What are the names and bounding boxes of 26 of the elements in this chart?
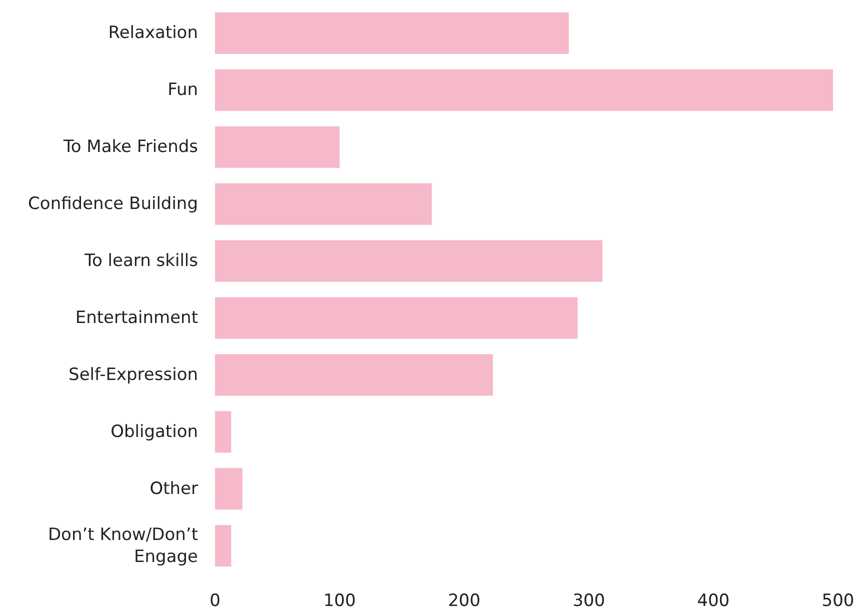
y-tick-label: Entertainment — [75, 308, 198, 328]
x-tick-label: 0 — [210, 591, 220, 608]
bar — [215, 354, 493, 396]
y-tick-label: Other — [150, 478, 198, 499]
x-tick-label: 400 — [697, 591, 730, 608]
x-tick-label: 500 — [822, 591, 854, 608]
bar — [215, 297, 578, 339]
x-tick-label: 100 — [323, 591, 356, 608]
y-tick-label: Relaxation — [108, 23, 198, 44]
bar — [215, 69, 834, 111]
y-tick-label: Confidence Building — [28, 194, 198, 214]
y-tick-label: Don’t Know/Don’t Engage — [48, 524, 198, 567]
x-tick-label: 300 — [572, 591, 606, 608]
bar — [215, 183, 432, 225]
y-tick-label: To Make Friends — [62, 137, 198, 158]
bar — [215, 12, 569, 54]
bar — [215, 126, 340, 168]
y-tick-label: Fun — [168, 80, 198, 100]
bar — [215, 525, 232, 567]
bar — [215, 411, 232, 453]
x-tick-label: 200 — [448, 591, 480, 608]
y-tick-label: Self-Expression — [68, 364, 198, 385]
y-tick-label: Obligation — [110, 422, 198, 442]
y-tick-label: To learn skills — [84, 251, 198, 272]
bar — [215, 240, 603, 282]
bar — [215, 468, 242, 510]
